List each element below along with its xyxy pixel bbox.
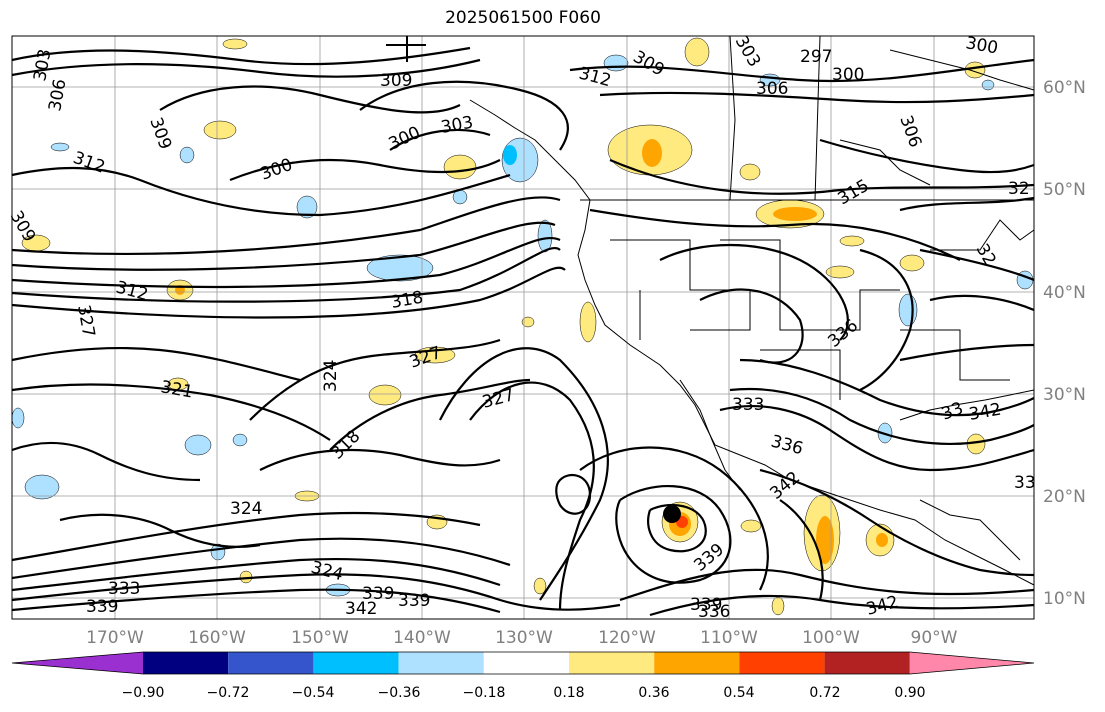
map-title: 2025061500 F060 [445, 8, 601, 28]
contour-label: 32 [972, 241, 1000, 270]
lat-tick-label: 50°N [1043, 180, 1086, 200]
graticule-gridlines [12, 36, 1034, 619]
contour-label: 342 [967, 400, 1002, 425]
contour-label: 33 [939, 399, 966, 425]
colorbar-label: 0.72 [809, 685, 840, 701]
colorbar-label: −0.72 [207, 685, 250, 701]
contour-label: 312 [70, 148, 107, 178]
colorbar-segment [739, 652, 825, 674]
colorbar-left-arrow [12, 652, 143, 674]
contour-label: 336 [698, 602, 730, 622]
contour-label: 300 [258, 155, 295, 185]
contour-label: 339 [398, 591, 430, 611]
colorbar-label: −0.36 [378, 685, 421, 701]
contour-label: 324 [321, 360, 341, 392]
lon-tick-label: 150°W [291, 628, 349, 648]
contour-label: 300 [964, 33, 999, 58]
contour-label: 309 [630, 47, 668, 81]
lat-tick-label: 60°N [1043, 78, 1086, 98]
colorbar-segment [313, 652, 399, 674]
cross-marker [386, 36, 426, 62]
colorbar-segment [654, 652, 740, 674]
contour-lines [11, 46, 1035, 617]
shaded-anomaly-areas [11, 37, 1034, 616]
contour-label: 336 [769, 432, 806, 460]
contour-label: 333 [732, 395, 764, 415]
colorbar-segment [143, 652, 229, 674]
contour-label: 324 [309, 558, 346, 586]
lat-tick-label: 40°N [1043, 283, 1086, 303]
contour-label: 309 [145, 115, 175, 152]
coastlines-and-borders [469, 35, 1035, 586]
colorbar-label: 0.54 [723, 685, 754, 701]
lat-tick-label: 20°N [1043, 487, 1086, 507]
contour-label: 342 [345, 599, 377, 619]
lon-tick-label: 170°W [86, 628, 144, 648]
contour-label: 303 [731, 33, 765, 71]
lon-tick-label: 160°W [188, 628, 246, 648]
contour-label: 324 [230, 499, 262, 519]
lon-tick-label: 120°W [598, 628, 656, 648]
contour-label: 321 [159, 377, 194, 402]
contour-label: 306 [895, 113, 925, 150]
colorbar-segment [228, 652, 314, 674]
colorbar-segment [483, 652, 569, 674]
colorbar-segment [824, 652, 910, 674]
contour-label: 33 [1014, 473, 1036, 493]
colorbar-label: −0.54 [292, 685, 335, 701]
colorbar-right-arrow [909, 652, 1034, 674]
contour-label: 303 [439, 113, 474, 138]
contour-label: 339 [690, 540, 728, 576]
colorbar-label: 0.36 [638, 685, 669, 701]
lon-tick-label: 100°W [802, 628, 860, 648]
contour-label: 318 [327, 426, 364, 463]
contour-label: 309 [380, 71, 412, 91]
colorbar-label: −0.90 [122, 685, 165, 701]
contour-label: 306 [45, 77, 70, 112]
contour-label: 327 [480, 385, 517, 413]
colorbar-outline [11, 651, 1035, 675]
contour-label: 300 [386, 123, 424, 155]
contour-label: 339 [690, 595, 722, 615]
station-marker [663, 505, 681, 523]
contour-label: 339 [86, 597, 118, 617]
longitude-tick-labels: 170°W 160°W 150°W 140°W 130°W 120°W 110°… [86, 628, 958, 648]
lon-tick-label: 110°W [700, 628, 758, 648]
contour-label: 300 [832, 65, 864, 85]
lat-tick-label: 30°N [1043, 385, 1086, 405]
colorbar-label: −0.18 [463, 685, 506, 701]
latitude-tick-labels: 60°N 50°N 40°N 30°N 20°N 10°N [1043, 78, 1086, 609]
colorbar-segment [569, 652, 655, 674]
colorbar: −0.90 −0.72 −0.54 −0.36 −0.18 0.18 0.36 … [11, 651, 1035, 701]
contour-label: 303 [30, 47, 55, 82]
map-frame [11, 35, 1035, 620]
lon-tick-label: 130°W [495, 628, 553, 648]
lat-tick-label: 10°N [1043, 589, 1086, 609]
contour-label: 315 [835, 176, 873, 210]
contour-label: 339 [362, 584, 394, 604]
colorbar-segment [398, 652, 484, 674]
lon-tick-label: 140°W [393, 628, 451, 648]
colorbar-label: 0.18 [553, 685, 584, 701]
contour-label: 32 [1008, 179, 1030, 199]
lon-tick-label: 90°W [911, 628, 958, 648]
contour-label: 333 [108, 579, 140, 599]
contour-label: 312 [114, 278, 151, 306]
colorbar-labels: −0.90 −0.72 −0.54 −0.36 −0.18 0.18 0.36 … [122, 685, 926, 701]
contour-label: 306 [756, 79, 788, 99]
contour-label: 336 [824, 316, 862, 352]
contour-label: 327 [407, 343, 444, 373]
contour-label: 342 [864, 592, 901, 620]
colorbar-label: 0.90 [894, 685, 925, 701]
contour-label: 297 [800, 47, 832, 67]
contour-label: 327 [73, 303, 98, 338]
